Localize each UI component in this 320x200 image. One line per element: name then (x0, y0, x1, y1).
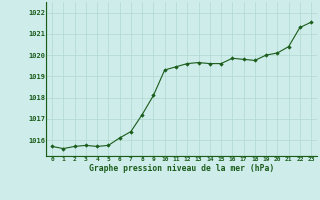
X-axis label: Graphe pression niveau de la mer (hPa): Graphe pression niveau de la mer (hPa) (89, 164, 274, 173)
